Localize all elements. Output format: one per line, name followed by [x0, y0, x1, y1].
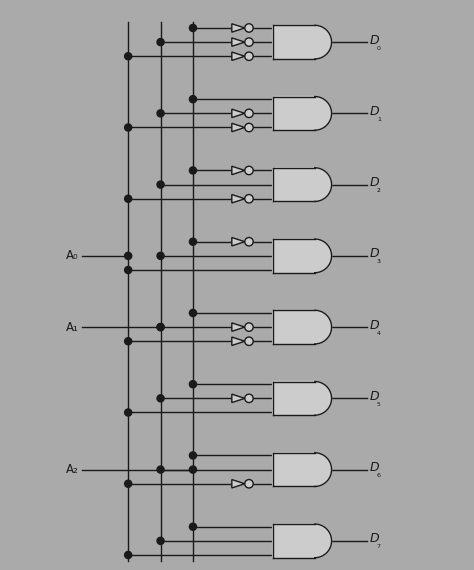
Circle shape: [245, 337, 253, 345]
Polygon shape: [232, 238, 245, 246]
Polygon shape: [273, 96, 332, 130]
Text: A₁: A₁: [66, 320, 79, 333]
Text: ₇: ₇: [377, 540, 381, 551]
Circle shape: [157, 181, 164, 188]
Polygon shape: [273, 524, 332, 557]
Circle shape: [190, 310, 197, 316]
Circle shape: [125, 480, 132, 487]
Polygon shape: [232, 24, 245, 32]
Circle shape: [157, 538, 164, 544]
Text: D: D: [370, 176, 379, 189]
Circle shape: [125, 409, 132, 416]
Circle shape: [125, 195, 132, 202]
Circle shape: [125, 253, 132, 259]
Circle shape: [245, 394, 253, 402]
Polygon shape: [232, 52, 245, 60]
Polygon shape: [273, 168, 332, 201]
Circle shape: [245, 238, 253, 246]
Circle shape: [245, 166, 253, 174]
Circle shape: [157, 253, 164, 259]
Text: D: D: [370, 532, 379, 545]
Polygon shape: [232, 337, 245, 345]
Circle shape: [245, 38, 253, 46]
Polygon shape: [232, 394, 245, 402]
Circle shape: [190, 466, 197, 473]
Text: D: D: [370, 247, 379, 260]
Circle shape: [190, 167, 197, 174]
Text: A₂: A₂: [66, 463, 79, 476]
Text: ₃: ₃: [377, 255, 381, 266]
Circle shape: [125, 124, 132, 131]
Circle shape: [190, 452, 197, 459]
Polygon shape: [273, 381, 332, 415]
Circle shape: [190, 523, 197, 530]
Circle shape: [125, 337, 132, 345]
Circle shape: [125, 266, 132, 274]
Polygon shape: [232, 479, 245, 488]
Circle shape: [190, 25, 197, 31]
Polygon shape: [273, 310, 332, 344]
Circle shape: [245, 123, 253, 132]
Circle shape: [190, 238, 197, 245]
Circle shape: [125, 52, 132, 60]
Circle shape: [157, 466, 164, 473]
Text: ₅: ₅: [377, 398, 381, 408]
Polygon shape: [273, 25, 332, 59]
Text: ₄: ₄: [377, 327, 381, 337]
Polygon shape: [273, 453, 332, 486]
Circle shape: [245, 479, 253, 488]
Text: ₁: ₁: [377, 113, 381, 123]
Polygon shape: [232, 109, 245, 117]
Text: D: D: [370, 105, 379, 118]
Text: ₀: ₀: [377, 42, 381, 52]
Circle shape: [157, 39, 164, 46]
Circle shape: [157, 110, 164, 117]
Polygon shape: [232, 194, 245, 203]
Circle shape: [245, 109, 253, 117]
Text: ₆: ₆: [377, 469, 381, 479]
Circle shape: [157, 395, 164, 402]
Text: D: D: [370, 34, 379, 47]
Circle shape: [190, 381, 197, 388]
Text: D: D: [370, 319, 379, 332]
Circle shape: [190, 96, 197, 103]
Text: A₀: A₀: [66, 249, 79, 262]
Polygon shape: [232, 38, 245, 46]
Circle shape: [157, 324, 164, 331]
Text: ₂: ₂: [377, 184, 381, 194]
Polygon shape: [232, 166, 245, 174]
Circle shape: [245, 194, 253, 203]
Circle shape: [245, 52, 253, 60]
Polygon shape: [232, 123, 245, 132]
Circle shape: [245, 24, 253, 32]
Polygon shape: [232, 323, 245, 331]
Text: D: D: [370, 390, 379, 403]
Text: D: D: [370, 461, 379, 474]
Circle shape: [125, 551, 132, 559]
Polygon shape: [273, 239, 332, 272]
Circle shape: [157, 324, 164, 331]
Circle shape: [245, 323, 253, 331]
